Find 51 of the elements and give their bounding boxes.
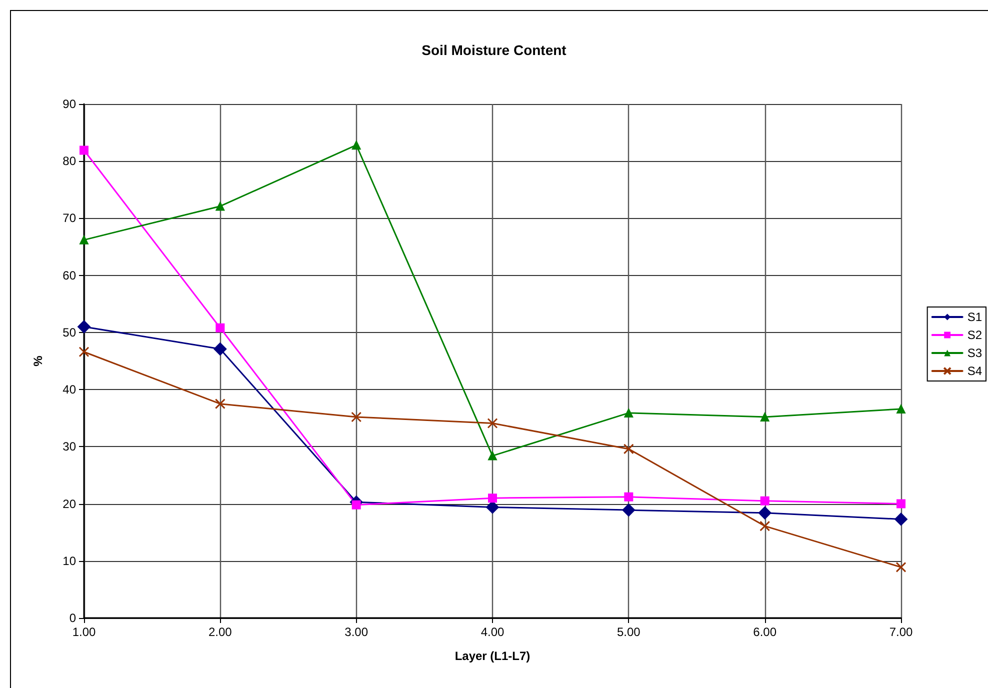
y-tick-label: 50 xyxy=(62,325,76,340)
legend-label: S2 xyxy=(967,328,982,342)
chart-title: Soil Moisture Content xyxy=(422,42,567,58)
x-tick-label: 6.00 xyxy=(753,625,777,639)
point xyxy=(488,451,497,460)
point xyxy=(760,496,770,506)
point xyxy=(216,202,225,211)
point xyxy=(896,499,906,508)
point xyxy=(894,512,908,526)
point xyxy=(78,346,90,358)
point xyxy=(760,412,770,422)
x-tick-label: 7.00 xyxy=(889,625,913,639)
point xyxy=(896,562,906,572)
point xyxy=(351,412,362,422)
y-axis-title: % xyxy=(31,355,45,366)
legend-label: S1 xyxy=(967,310,982,324)
y-tick-label: 10 xyxy=(62,554,76,568)
y-tick-label: 0 xyxy=(69,611,76,625)
point xyxy=(214,342,227,356)
legend-label: S4 xyxy=(967,364,982,378)
point xyxy=(896,404,906,414)
x-axis-title: Layer (L1-L7) xyxy=(454,649,530,663)
point xyxy=(486,500,499,514)
x-tick-label: 1.00 xyxy=(72,625,96,639)
point xyxy=(487,418,498,428)
point xyxy=(623,444,634,454)
point xyxy=(352,140,361,150)
point xyxy=(352,500,361,510)
point xyxy=(80,235,88,244)
x-tick-label: 5.00 xyxy=(616,625,641,639)
legend-label: S3 xyxy=(967,346,982,360)
y-tick-label: 60 xyxy=(62,268,76,282)
y-tick-label: 70 xyxy=(62,211,76,226)
y-tick-label: 90 xyxy=(62,97,76,111)
y-tick-label: 30 xyxy=(62,440,76,454)
point xyxy=(622,504,636,517)
x-tick-label: 3.00 xyxy=(344,625,368,639)
y-tick-label: 80 xyxy=(62,154,76,168)
point xyxy=(624,492,634,502)
y-tick-label: 40 xyxy=(62,382,76,397)
point xyxy=(760,520,770,532)
point xyxy=(624,408,634,418)
x-tick-label: 4.00 xyxy=(480,625,504,639)
point xyxy=(488,494,497,503)
x-tick-label: 2.00 xyxy=(208,625,232,639)
point xyxy=(216,323,225,332)
point xyxy=(78,320,90,334)
y-tick-label: 20 xyxy=(62,496,76,511)
point xyxy=(214,398,226,410)
point xyxy=(758,506,772,520)
point xyxy=(80,146,88,155)
